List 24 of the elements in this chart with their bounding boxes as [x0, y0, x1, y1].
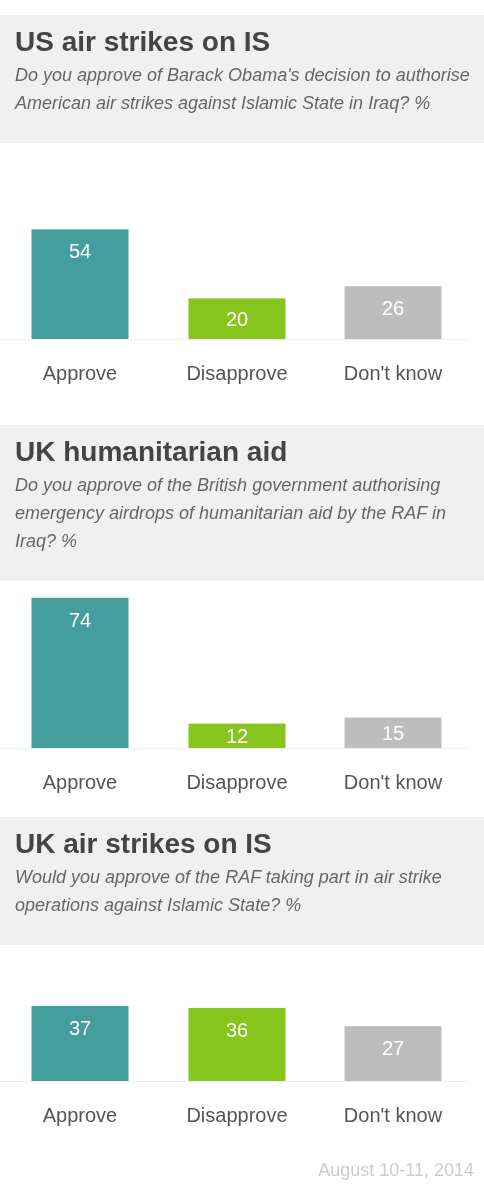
chart-title: US air strikes on IS	[15, 26, 271, 57]
chart-subtitle: Do you approve of the British government authorising emergency airdrops of humanitarian aid by the RAF in Iraq? %	[15, 475, 446, 551]
x-tick-label: Don't know	[343, 771, 443, 793]
data-label: 20	[225, 307, 249, 330]
data-label: 12	[225, 724, 249, 747]
data-label: 15	[381, 721, 405, 744]
chart-subtitle: Do you approve of Barack Obama's decision to authorise American air strikes against Islamic State in Iraq? %	[14, 65, 470, 113]
chart-title: UK humanitarian aid	[15, 436, 288, 467]
data-label: 36	[225, 1018, 249, 1041]
data-label: 27	[381, 1037, 405, 1060]
x-tick-label: Disapprove	[186, 362, 288, 384]
data-label: 74	[68, 608, 92, 631]
x-tick-label: Approve	[42, 1104, 118, 1126]
data-label: 26	[381, 297, 405, 320]
x-tick-label: Approve	[42, 362, 118, 384]
x-tick-label: Approve	[42, 771, 118, 793]
x-tick-label: Don't know	[343, 362, 443, 384]
chart-subtitle: Would you approve of the RAF taking part in air strike operations against Islamic State? %	[15, 867, 442, 915]
x-tick-label: Disapprove	[186, 1104, 288, 1126]
x-tick-label: Disapprove	[186, 771, 288, 793]
data-label: 54	[68, 240, 92, 263]
x-tick-label: Don't know	[343, 1104, 443, 1126]
chart-title: UK air strikes on IS	[15, 828, 272, 859]
data-label: 37	[68, 1016, 92, 1039]
